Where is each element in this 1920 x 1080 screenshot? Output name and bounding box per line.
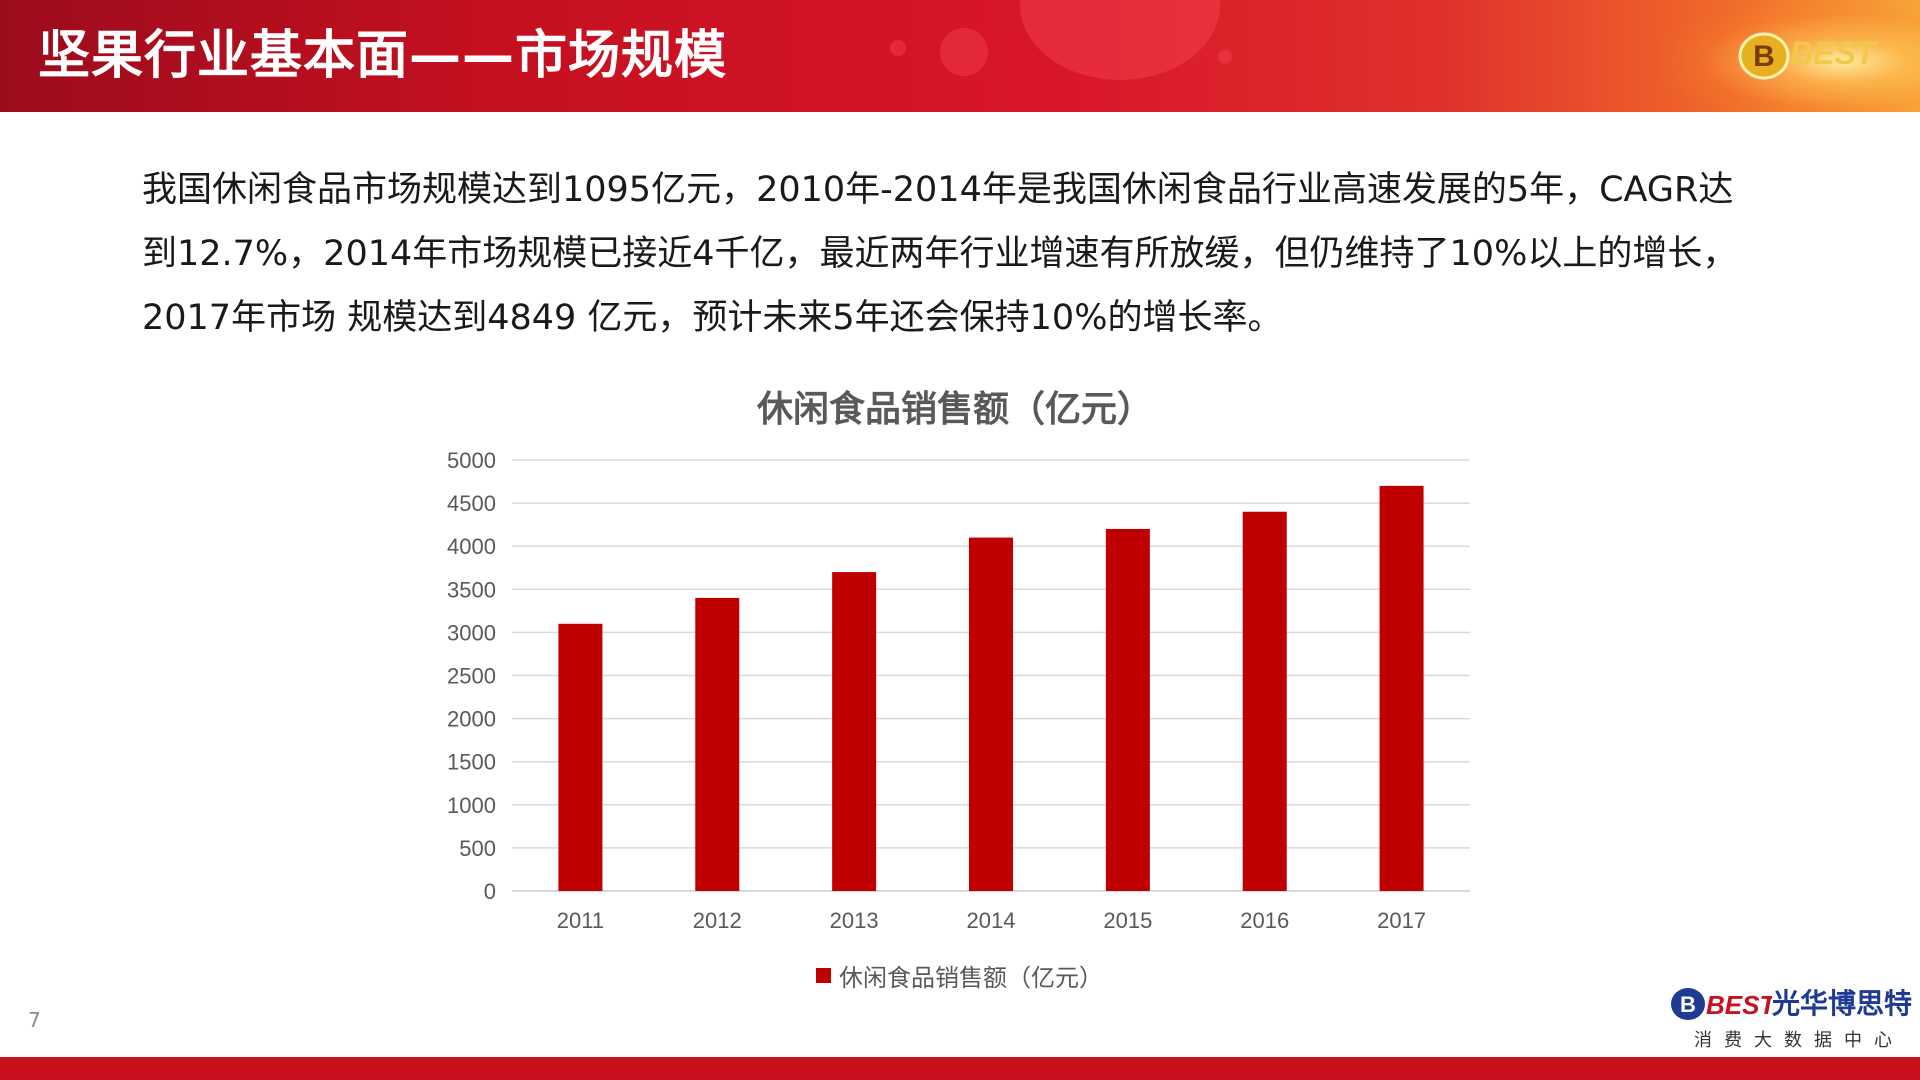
x-tick-label: 2017 — [1377, 908, 1426, 933]
bar-2017 — [1379, 485, 1424, 891]
title-banner: 坚果行业基本面——市场规模 B BEST — [0, 0, 1920, 112]
y-tick-label: 3500 — [447, 577, 496, 602]
intro-paragraph: 我国休闲食品市场规模达到1095亿元，2010年-2014年是我国休闲食品行业高… — [142, 170, 1738, 338]
x-tick-label: 2012 — [693, 908, 742, 933]
chart-x-tick-labels: 2011 2012 2013 2014 2015 2016 2017 — [557, 908, 1426, 933]
y-tick-label: 3000 — [447, 620, 496, 645]
bar-2013 — [832, 572, 877, 891]
y-tick-label: 2500 — [447, 664, 496, 689]
best-footer-logo-mark: B BEST — [1671, 988, 1772, 1020]
legend-label: 休闲食品销售额（亿元） — [839, 964, 1103, 992]
chart-bars — [558, 485, 1424, 891]
x-tick-label: 2011 — [557, 908, 604, 933]
bar-2012 — [695, 597, 740, 891]
y-tick-label: 1500 — [447, 750, 496, 775]
bar-2016 — [1242, 511, 1287, 891]
x-tick-label: 2013 — [830, 908, 879, 933]
footer-logo-name: 光华博思特 — [1772, 987, 1913, 1020]
y-tick-label: 0 — [484, 879, 496, 904]
y-tick-label: 500 — [459, 836, 496, 861]
x-tick-label: 2015 — [1103, 908, 1152, 933]
y-tick-label: 4500 — [447, 491, 496, 516]
light-burst — [1660, 0, 1920, 112]
chart-legend: 休闲食品销售额（亿元） — [816, 958, 1103, 993]
best-logo-emblem: B BEST — [1738, 32, 1878, 80]
x-tick-label: 2014 — [967, 908, 1016, 933]
svg-text:B: B — [1753, 40, 1775, 73]
bar-2015 — [1105, 528, 1150, 891]
bar-2014 — [969, 537, 1013, 891]
svg-text:B: B — [1680, 992, 1696, 1017]
bar-2011 — [558, 623, 603, 891]
y-tick-label: 4000 — [447, 534, 496, 559]
bokeh-circle — [1218, 50, 1232, 64]
bokeh-circle — [890, 40, 906, 56]
best-logo-text: BEST — [1790, 35, 1878, 71]
y-tick-label: 1000 — [447, 793, 496, 818]
footer-logo: B BEST 光华博思特 消费大数据中心 — [1668, 984, 1912, 1051]
x-tick-label: 2016 — [1240, 908, 1289, 933]
slide-title: 坚果行业基本面——市场规模 — [38, 26, 728, 86]
y-tick-label: 5000 — [447, 448, 496, 473]
chart-title: 休闲食品销售额（亿元） — [756, 389, 1153, 430]
footer-logo-subtitle: 消费大数据中心 — [1694, 1030, 1904, 1051]
best-footer-logo-text: BEST — [1706, 990, 1772, 1020]
y-tick-label: 2000 — [447, 707, 496, 732]
legend-swatch — [816, 968, 831, 983]
page-number: 7 — [28, 1008, 41, 1032]
chart-y-tick-labels: 0 500 1000 1500 2000 2500 3000 3500 4000 4500 5000 — [447, 448, 496, 904]
bokeh-circle — [940, 28, 988, 76]
footer-bar — [0, 1057, 1920, 1080]
